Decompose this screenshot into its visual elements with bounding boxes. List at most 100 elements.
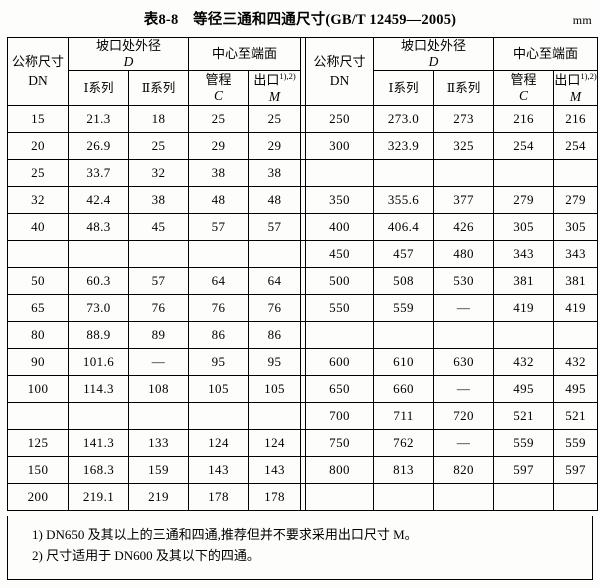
header-outlet-symbol-left: M <box>268 88 281 104</box>
cell-series-1-right: 660 <box>373 374 435 403</box>
cell-outlet-right: 216 <box>553 104 599 133</box>
cell-series-2-left: 32 <box>127 158 190 187</box>
cell-pipe-run-left: 86 <box>188 320 250 349</box>
cell-series-1-right: 711 <box>373 401 435 430</box>
cell-series-2-left: 45 <box>127 212 190 241</box>
header-outlet-superscript-right: 1),2) <box>580 71 597 82</box>
page-title: 表8-8 等径三通和四通尺寸(GB/T 12459—2005) <box>143 12 457 28</box>
header-series-2-left: Ⅱ系列 <box>127 70 190 106</box>
cell-series-1-right: 406.4 <box>373 212 435 241</box>
cell-pipe-run-left <box>188 401 250 430</box>
cell-outlet-left: 105 <box>248 374 302 403</box>
table-row: 450 457 480 343 343 <box>7 239 599 268</box>
cell-pipe-run-left: 38 <box>188 158 250 187</box>
cell-pipe-run-right: 432 <box>493 347 555 376</box>
header-d-symbol-right: D <box>428 53 439 69</box>
cell-dn-left: 80 <box>7 320 69 349</box>
cell-dn-right: 350 <box>305 185 375 214</box>
cell-series-1-left: 88.9 <box>68 320 129 349</box>
cell-series-1-left: 33.7 <box>68 158 129 187</box>
cell-dn-right: 700 <box>305 401 375 430</box>
cell-pipe-run-right: 305 <box>493 212 555 241</box>
cell-dn-right: 600 <box>305 347 375 376</box>
cell-outlet-right: 432 <box>553 347 599 376</box>
cell-series-2-right: 325 <box>433 131 495 160</box>
cell-pipe-run-left: 57 <box>188 212 250 241</box>
header-dn-sub-left: DN <box>28 73 48 89</box>
header-pipe-run-right: 管程 C <box>493 70 555 106</box>
cell-series-2-right: 273 <box>433 104 495 133</box>
cell-outlet-right: 254 <box>553 131 599 160</box>
cell-series-1-right: 559 <box>373 293 435 322</box>
table-row: 40 48.3 45 57 57 400 406.4 426 305 305 <box>7 212 599 241</box>
cell-pipe-run-right: 559 <box>493 428 555 457</box>
cell-outlet-right: 343 <box>553 239 599 268</box>
cell-series-1-left: 21.3 <box>68 104 129 133</box>
header-dn-label-right: 公称尺寸 <box>313 53 366 69</box>
cell-dn-left: 15 <box>7 104 69 133</box>
cell-series-2-right: — <box>433 374 495 403</box>
cell-series-2-right <box>433 482 495 511</box>
cell-dn-right: 550 <box>305 293 375 322</box>
cell-series-2-right: 377 <box>433 185 495 214</box>
header-outer-diameter-right: 坡口处外径 D <box>373 36 495 72</box>
cell-series-2-left: — <box>127 347 190 376</box>
cell-pipe-run-left: 95 <box>188 347 250 376</box>
cell-series-1-left: 168.3 <box>68 455 129 484</box>
cell-series-2-right <box>433 158 495 187</box>
cell-series-2-right: 530 <box>433 266 495 295</box>
header-center-group-label-right: 中心至端面 <box>513 46 579 62</box>
header-outer-diameter-left: 坡口处外径 D <box>67 36 190 72</box>
cell-series-1-right: 762 <box>373 428 435 457</box>
cell-outlet-left <box>248 239 302 268</box>
cell-dn-right <box>305 320 375 349</box>
cell-series-2-right: — <box>433 428 495 457</box>
cell-series-2-right: 480 <box>433 239 495 268</box>
table-row: 15 21.3 18 25 25 250 273.0 273 216 216 <box>7 104 599 133</box>
header-outlet-symbol-right: M <box>569 88 582 104</box>
cell-outlet-left: 38 <box>248 158 302 187</box>
cell-outlet-left: 76 <box>248 293 302 322</box>
cell-outlet-left: 64 <box>248 266 302 295</box>
header-dn-right: 公称尺寸 DN <box>305 37 375 106</box>
cell-series-2-right: 426 <box>433 212 495 241</box>
header-outlet-right: 出口1),2) M <box>553 70 599 106</box>
cell-outlet-right: 279 <box>553 185 599 214</box>
cell-dn-left: 125 <box>7 428 69 457</box>
cell-series-2-left: 18 <box>127 104 190 133</box>
cell-pipe-run-left: 143 <box>188 455 250 484</box>
unit-label: mm <box>572 13 592 27</box>
cell-pipe-run-right: 419 <box>493 293 555 322</box>
cell-dn-left <box>7 401 69 430</box>
cell-dn-left: 200 <box>7 482 69 511</box>
header-series-1-right: Ⅰ系列 <box>373 70 435 106</box>
cell-series-1-left: 219.1 <box>68 482 129 511</box>
header-center-to-end-right: 中心至端面 <box>493 36 599 72</box>
cell-pipe-run-right: 216 <box>493 104 555 133</box>
table-row: 125 141.3 133 124 124 750 762—559 559 <box>7 428 599 457</box>
cell-series-2-right: 630 <box>433 347 495 376</box>
cell-dn-left: 20 <box>7 131 69 160</box>
header-pipe-run-symbol-right: C <box>519 87 529 103</box>
cell-dn-left <box>7 239 69 268</box>
header-dn-left: 公称尺寸 DN <box>7 37 69 106</box>
table-row: 32 42.4 38 48 48 350 355.6 377 279 279 <box>7 185 599 214</box>
cell-series-1-right: 508 <box>373 266 435 295</box>
cell-series-2-right: 720 <box>433 401 495 430</box>
cell-series-2-left <box>127 401 190 430</box>
footnote-2: 2) 尺寸适用于 DN600 及其以下的四通。 <box>32 548 260 564</box>
cell-pipe-run-left: 105 <box>188 374 250 403</box>
cell-series-2-left: 108 <box>127 374 190 403</box>
cell-series-1-left: 48.3 <box>68 212 129 241</box>
cell-pipe-run-left <box>188 239 250 268</box>
cell-outlet-right: 521 <box>553 401 599 430</box>
header-d-group-label-right: 坡口处外径 <box>401 38 467 53</box>
cell-dn-right <box>305 158 375 187</box>
header-row-bottom: Ⅰ系列 Ⅱ系列 管程 C 出口1),2) M Ⅰ系列 Ⅱ系列 管程 C <box>8 70 599 106</box>
cell-dn-left: 40 <box>7 212 69 241</box>
cell-series-1-right: 323.9 <box>373 131 435 160</box>
table-row: 20 26.9 25 29 29 300 323.9 325 254 254 <box>7 131 599 160</box>
cell-pipe-run-right <box>493 158 555 187</box>
cell-series-2-left: 159 <box>127 455 190 484</box>
cell-series-2-left <box>127 239 190 268</box>
